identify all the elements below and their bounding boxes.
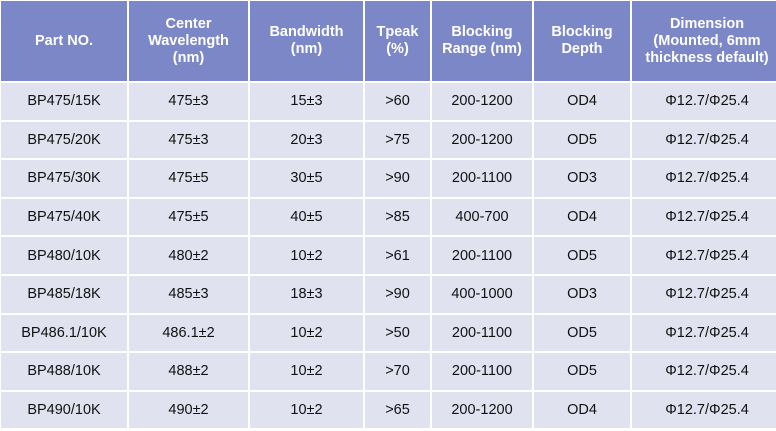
table-row: BP475/30K 475±5 30±5 >90 200-1100 OD3 Φ12.7/Φ2… xyxy=(1,160,776,197)
header-bandwidth: Bandwidth (nm) xyxy=(250,1,363,81)
cell-bandwidth: 40±5 xyxy=(250,198,363,236)
cell-dimension: Φ12.7/Φ25.4 xyxy=(632,83,776,120)
cell-part-no: BP475/40K xyxy=(1,198,127,236)
cell-center-wavelength: 490±2 xyxy=(129,391,248,429)
cell-part-no: BP485/18K xyxy=(1,275,127,313)
cell-tpeak: >90 xyxy=(365,160,430,197)
cell-part-no: BP490/10K xyxy=(1,391,127,429)
cell-blocking-depth: OD4 xyxy=(534,83,630,120)
cell-bandwidth: 15±3 xyxy=(250,83,363,120)
header-part-no: Part NO. xyxy=(1,1,127,81)
cell-tpeak: >60 xyxy=(365,83,430,120)
cell-dimension: Φ12.7/Φ25.4 xyxy=(632,121,776,159)
cell-blocking-range: 400-1000 xyxy=(432,275,532,313)
table-row: BP475/15K 475±3 15±3 >60 200-1200 OD4 Φ12.7/Φ2… xyxy=(1,83,776,120)
table-row: BP475/20K 475±3 20±3 >75 200-1200 OD5 Φ12.7/Φ2… xyxy=(1,121,776,159)
cell-blocking-range: 400-700 xyxy=(432,198,532,236)
cell-center-wavelength: 475±3 xyxy=(129,83,248,120)
cell-tpeak: >65 xyxy=(365,391,430,429)
cell-center-wavelength: 480±2 xyxy=(129,237,248,274)
cell-bandwidth: 20±3 xyxy=(250,121,363,159)
cell-blocking-depth: OD4 xyxy=(534,391,630,429)
cell-part-no: BP475/20K xyxy=(1,121,127,159)
cell-blocking-depth: OD3 xyxy=(534,160,630,197)
header-blocking-depth: Blocking Depth xyxy=(534,1,630,81)
cell-blocking-range: 200-1100 xyxy=(432,160,532,197)
cell-center-wavelength: 475±5 xyxy=(129,160,248,197)
header-blocking-range: Blocking Range (nm) xyxy=(432,1,532,81)
cell-tpeak: >50 xyxy=(365,314,430,352)
cell-blocking-depth: OD4 xyxy=(534,198,630,236)
table-row: BP485/18K 485±3 18±3 >90 400-1000 OD3 Φ12.7/Φ2… xyxy=(1,275,776,313)
cell-tpeak: >85 xyxy=(365,198,430,236)
cell-center-wavelength: 488±2 xyxy=(129,353,248,390)
cell-part-no: BP475/15K xyxy=(1,83,127,120)
cell-center-wavelength: 486.1±2 xyxy=(129,314,248,352)
cell-bandwidth: 10±2 xyxy=(250,314,363,352)
cell-dimension: Φ12.7/Φ25.4 xyxy=(632,353,776,390)
cell-part-no: BP475/30K xyxy=(1,160,127,197)
header-center-wavelength: Center Wavelength (nm) xyxy=(129,1,248,81)
header-dimension: Dimension (Mounted, 6mm thickness defaul… xyxy=(632,1,776,81)
cell-part-no: BP486.1/10K xyxy=(1,314,127,352)
cell-blocking-depth: OD5 xyxy=(534,353,630,390)
table-row: BP480/10K 480±2 10±2 >61 200-1100 OD5 Φ12.7/Φ2… xyxy=(1,237,776,274)
cell-blocking-depth: OD3 xyxy=(534,275,630,313)
header-row: Part NO. Center Wavelength (nm) Bandwidth … xyxy=(1,1,776,81)
cell-dimension: Φ12.7/Φ25.4 xyxy=(632,314,776,352)
cell-blocking-depth: OD5 xyxy=(534,314,630,352)
cell-bandwidth: 18±3 xyxy=(250,275,363,313)
cell-dimension: Φ12.7/Φ25.4 xyxy=(632,237,776,274)
cell-part-no: BP480/10K xyxy=(1,237,127,274)
cell-blocking-range: 200-1200 xyxy=(432,121,532,159)
cell-blocking-range: 200-1100 xyxy=(432,314,532,352)
cell-bandwidth: 10±2 xyxy=(250,237,363,274)
cell-dimension: Φ12.7/Φ25.4 xyxy=(632,275,776,313)
cell-center-wavelength: 475±5 xyxy=(129,198,248,236)
cell-blocking-range: 200-1200 xyxy=(432,391,532,429)
cell-bandwidth: 10±2 xyxy=(250,353,363,390)
cell-tpeak: >75 xyxy=(365,121,430,159)
cell-tpeak: >90 xyxy=(365,275,430,313)
cell-bandwidth: 10±2 xyxy=(250,391,363,429)
table-row: BP486.1/10K 486.1±2 10±2 >50 200-1100 OD5 Φ12.… xyxy=(1,314,776,352)
cell-bandwidth: 30±5 xyxy=(250,160,363,197)
cell-blocking-range: 200-1100 xyxy=(432,353,532,390)
cell-blocking-range: 200-1100 xyxy=(432,237,532,274)
cell-center-wavelength: 485±3 xyxy=(129,275,248,313)
table-row: BP490/10K 490±2 10±2 >65 200-1200 OD4 Φ12.7/Φ2… xyxy=(1,391,776,429)
cell-tpeak: >61 xyxy=(365,237,430,274)
cell-blocking-depth: OD5 xyxy=(534,237,630,274)
table-row: BP475/40K 475±5 40±5 >85 400-700 OD4 Φ12.7/Φ25… xyxy=(1,198,776,236)
cell-dimension: Φ12.7/Φ25.4 xyxy=(632,391,776,429)
table-row: BP488/10K 488±2 10±2 >70 200-1100 OD5 Φ12.7/Φ2… xyxy=(1,353,776,390)
cell-blocking-depth: OD5 xyxy=(534,121,630,159)
cell-tpeak: >70 xyxy=(365,353,430,390)
cell-center-wavelength: 475±3 xyxy=(129,121,248,159)
cell-part-no: BP488/10K xyxy=(1,353,127,390)
cell-dimension: Φ12.7/Φ25.4 xyxy=(632,198,776,236)
header-tpeak: Tpeak (%) xyxy=(365,1,430,81)
cell-blocking-range: 200-1200 xyxy=(432,83,532,120)
cell-dimension: Φ12.7/Φ25.4 xyxy=(632,160,776,197)
